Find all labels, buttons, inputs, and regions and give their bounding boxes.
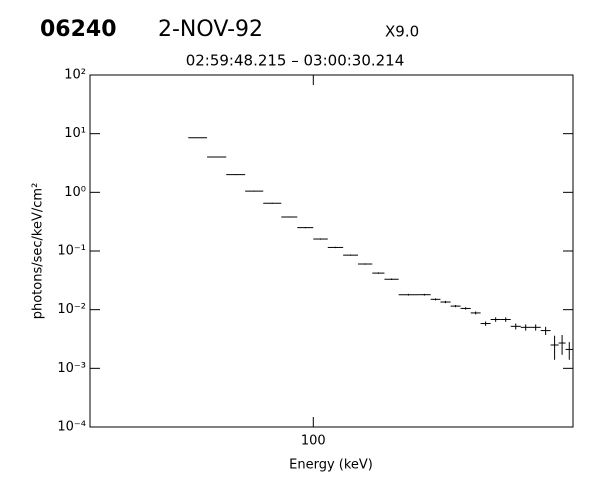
y-tick-label: 10¹ [64, 126, 86, 141]
y-tick-label: 10⁻³ [57, 361, 86, 376]
y-tick-label: 10² [64, 68, 86, 83]
plot-frame [89, 74, 574, 428]
y-axis-label: photons/sec/keV/cm² [31, 183, 46, 320]
class-label: X9.0 [385, 23, 419, 41]
chart-subtitle: 02:59:48.215 – 03:00:30.214 [186, 52, 405, 70]
x-tick-label: 100 [301, 434, 326, 449]
y-tick-label: 10⁻² [57, 302, 86, 317]
x-axis-label: Energy (keV) [289, 458, 373, 473]
run-id: 06240 [40, 17, 117, 42]
y-tick-label: 10⁰ [64, 185, 86, 200]
y-tick-label: 10⁻¹ [57, 244, 86, 259]
chart-title: 2-NOV-92 [158, 17, 263, 42]
y-tick-label: 10⁻⁴ [57, 420, 86, 435]
